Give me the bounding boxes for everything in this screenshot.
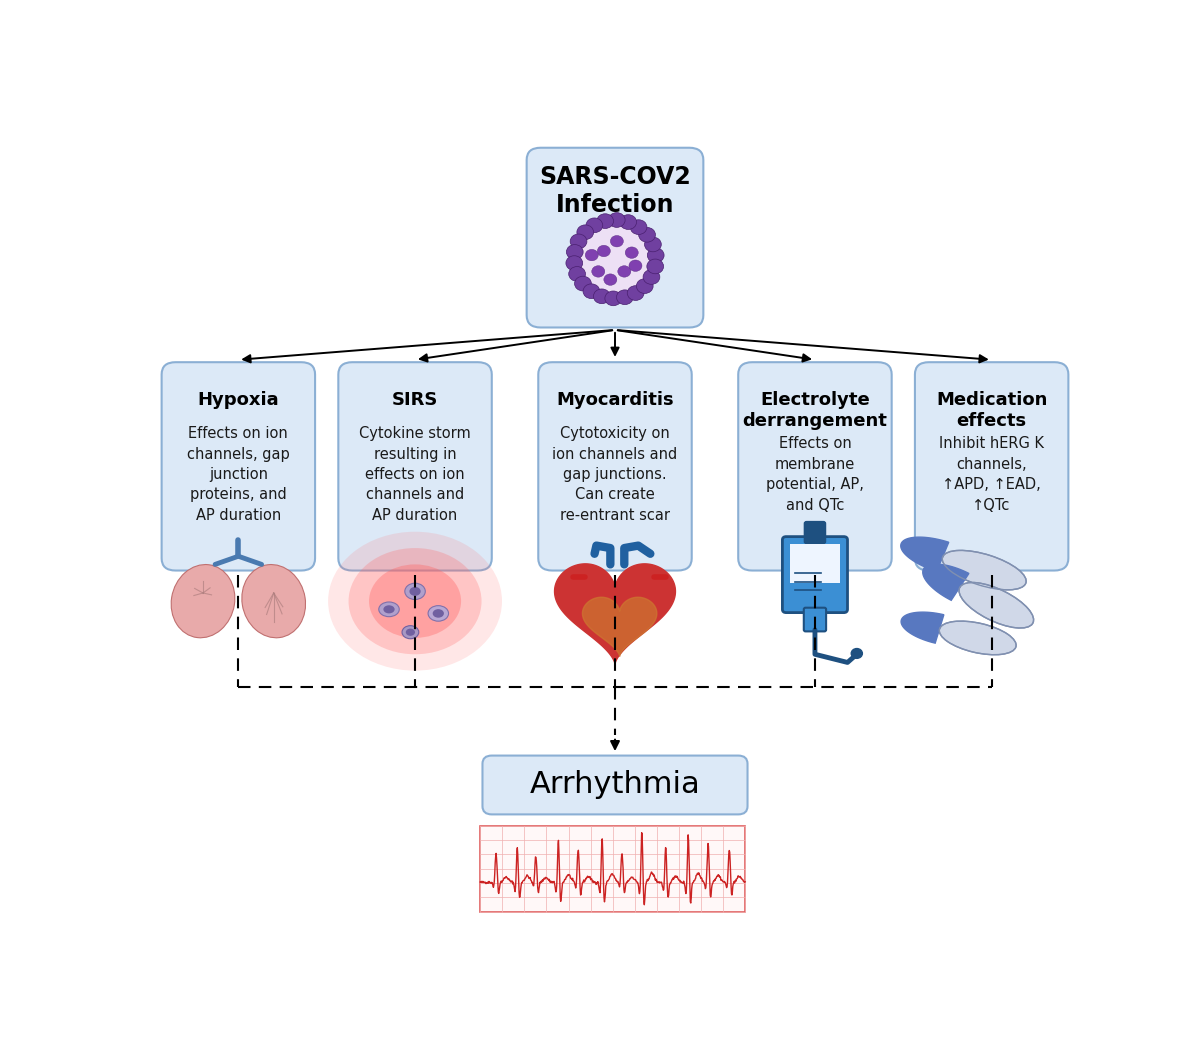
Circle shape [586, 249, 599, 261]
Text: Hypoxia: Hypoxia [198, 390, 280, 408]
FancyBboxPatch shape [162, 362, 316, 571]
Text: Medication
effects: Medication effects [936, 390, 1048, 430]
Ellipse shape [242, 564, 306, 638]
Ellipse shape [172, 564, 235, 638]
Circle shape [608, 212, 625, 227]
Ellipse shape [574, 221, 656, 298]
FancyBboxPatch shape [527, 147, 703, 328]
Text: Cytotoxicity on
ion channels and
gap junctions.
Can create
re-entrant scar: Cytotoxicity on ion channels and gap jun… [552, 427, 678, 523]
Polygon shape [554, 563, 676, 664]
Circle shape [611, 236, 623, 247]
Text: Myocarditis: Myocarditis [556, 390, 674, 408]
Polygon shape [923, 564, 968, 601]
Polygon shape [901, 537, 949, 572]
Ellipse shape [959, 582, 1033, 628]
Text: Inhibit hERG K
channels,
↑APD, ↑EAD,
↑QTc: Inhibit hERG K channels, ↑APD, ↑EAD, ↑QT… [940, 436, 1044, 512]
Circle shape [577, 225, 594, 240]
Circle shape [629, 260, 642, 272]
FancyBboxPatch shape [805, 522, 826, 543]
Circle shape [647, 259, 664, 274]
Circle shape [851, 648, 863, 658]
Circle shape [605, 291, 622, 306]
Circle shape [643, 269, 660, 284]
Ellipse shape [348, 549, 481, 655]
Ellipse shape [409, 587, 421, 596]
Polygon shape [582, 597, 656, 657]
Text: SARS-COV2
Infection: SARS-COV2 Infection [539, 164, 691, 216]
FancyBboxPatch shape [738, 362, 892, 571]
Ellipse shape [433, 609, 444, 618]
Circle shape [592, 265, 605, 277]
FancyBboxPatch shape [790, 544, 840, 582]
Ellipse shape [404, 584, 425, 599]
Circle shape [569, 266, 586, 281]
Text: Effects on
membrane
potential, AP,
and QTc: Effects on membrane potential, AP, and Q… [766, 436, 864, 512]
Text: Effects on ion
channels, gap
junction
proteins, and
AP duration: Effects on ion channels, gap junction pr… [187, 427, 289, 523]
Ellipse shape [406, 628, 415, 636]
Circle shape [575, 276, 592, 291]
FancyBboxPatch shape [338, 362, 492, 571]
Ellipse shape [402, 626, 419, 639]
Text: Electrolyte
derrangement: Electrolyte derrangement [743, 390, 887, 430]
Circle shape [594, 289, 610, 303]
Ellipse shape [428, 606, 449, 621]
Circle shape [647, 248, 664, 263]
Ellipse shape [370, 564, 461, 638]
Ellipse shape [379, 602, 400, 616]
Ellipse shape [383, 605, 395, 613]
Circle shape [630, 220, 647, 234]
Circle shape [566, 256, 583, 271]
Circle shape [596, 213, 613, 228]
Circle shape [566, 245, 583, 259]
FancyBboxPatch shape [782, 537, 847, 612]
FancyBboxPatch shape [539, 362, 691, 571]
Circle shape [618, 265, 631, 277]
Circle shape [620, 214, 636, 229]
FancyBboxPatch shape [804, 608, 826, 631]
Circle shape [638, 227, 655, 242]
Polygon shape [901, 612, 944, 643]
Circle shape [644, 237, 661, 251]
Circle shape [570, 234, 587, 248]
Ellipse shape [942, 551, 1026, 590]
Text: Arrhythmia: Arrhythmia [529, 770, 701, 800]
Circle shape [628, 285, 644, 300]
FancyBboxPatch shape [482, 755, 748, 815]
Circle shape [636, 279, 653, 294]
FancyBboxPatch shape [480, 825, 745, 911]
Circle shape [598, 245, 611, 257]
Circle shape [617, 290, 634, 305]
Ellipse shape [940, 621, 1016, 655]
Text: Cytokine storm
resulting in
effects on ion
channels and
AP duration: Cytokine storm resulting in effects on i… [359, 427, 470, 523]
Circle shape [625, 247, 638, 259]
Circle shape [586, 218, 602, 232]
FancyBboxPatch shape [914, 362, 1068, 571]
Ellipse shape [328, 532, 502, 671]
Text: SIRS: SIRS [392, 390, 438, 408]
Circle shape [583, 284, 600, 298]
Circle shape [604, 274, 617, 285]
